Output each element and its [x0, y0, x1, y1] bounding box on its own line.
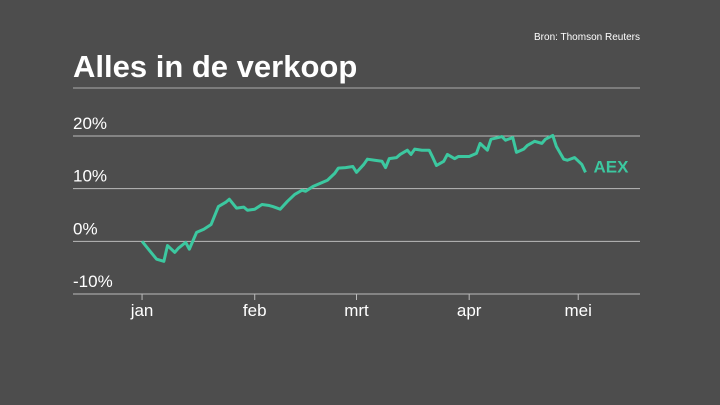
y-tick-label: -10%	[73, 272, 113, 291]
x-tick-label: mrt	[344, 301, 369, 320]
x-tick-label: jan	[130, 301, 154, 320]
x-tick-label: feb	[243, 301, 267, 320]
series-label: AEX	[593, 157, 629, 176]
x-tick-label: apr	[457, 301, 482, 320]
chart-title: Alles in de verkoop	[73, 49, 357, 84]
x-tick-label: mei	[565, 301, 592, 320]
source: Bron: Thomson Reuters	[534, 32, 640, 43]
y-tick-label: 10%	[73, 167, 107, 186]
y-tick-label: 20%	[73, 114, 107, 133]
y-tick-label: 0%	[73, 219, 98, 238]
line	[140, 133, 587, 263]
